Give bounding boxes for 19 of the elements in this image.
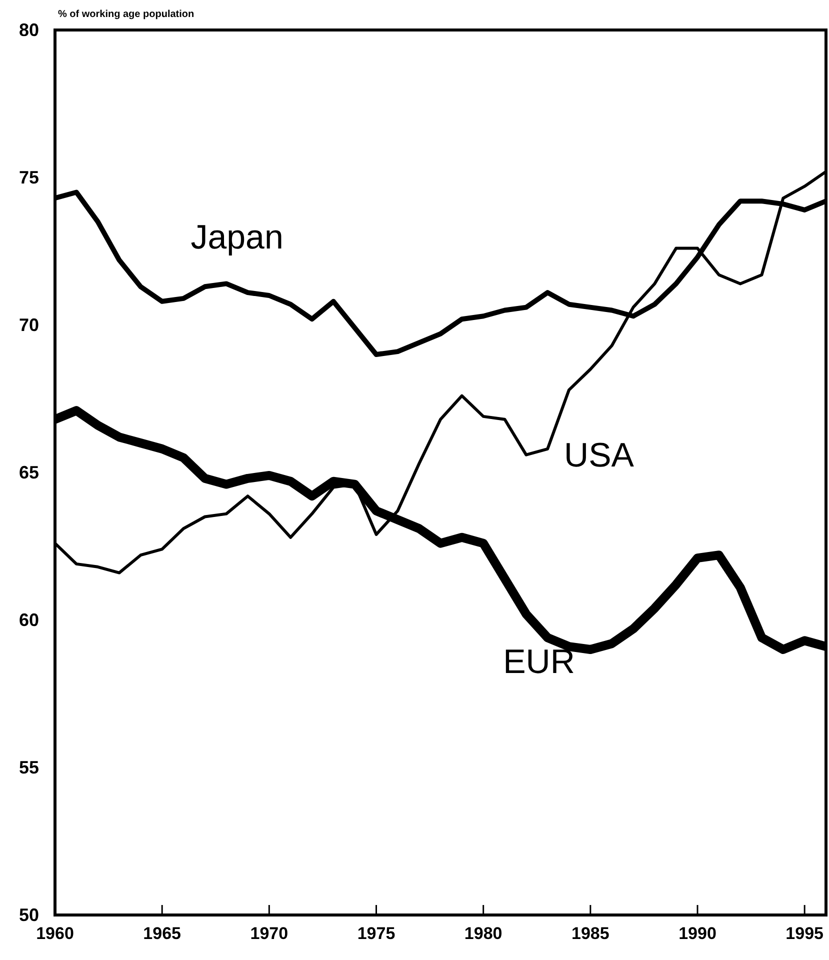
y-axis-title: % of working age population bbox=[58, 9, 194, 20]
y-tick-label: 75 bbox=[18, 168, 39, 188]
x-tick-label: 1970 bbox=[250, 924, 288, 943]
x-tick-label: 1965 bbox=[143, 924, 181, 943]
series-label: EUR bbox=[503, 643, 575, 682]
x-tick-label: 1990 bbox=[678, 924, 716, 943]
series-label: USA bbox=[564, 436, 634, 475]
y-tick-label: 70 bbox=[18, 315, 39, 335]
y-tick-label: 60 bbox=[18, 610, 39, 630]
y-tick-label: 55 bbox=[18, 758, 39, 778]
y-tick-label: 80 bbox=[18, 20, 39, 40]
y-tick-label: 50 bbox=[18, 905, 39, 925]
x-tick-label: 1960 bbox=[36, 924, 74, 943]
x-tick-label: 1980 bbox=[464, 924, 502, 943]
series-label: Japan bbox=[190, 218, 284, 256]
y-tick-label: 65 bbox=[18, 462, 39, 482]
x-tick-label: 1975 bbox=[357, 924, 396, 943]
x-tick-label: 1995 bbox=[786, 924, 824, 943]
x-tick-label: 1985 bbox=[572, 924, 610, 943]
